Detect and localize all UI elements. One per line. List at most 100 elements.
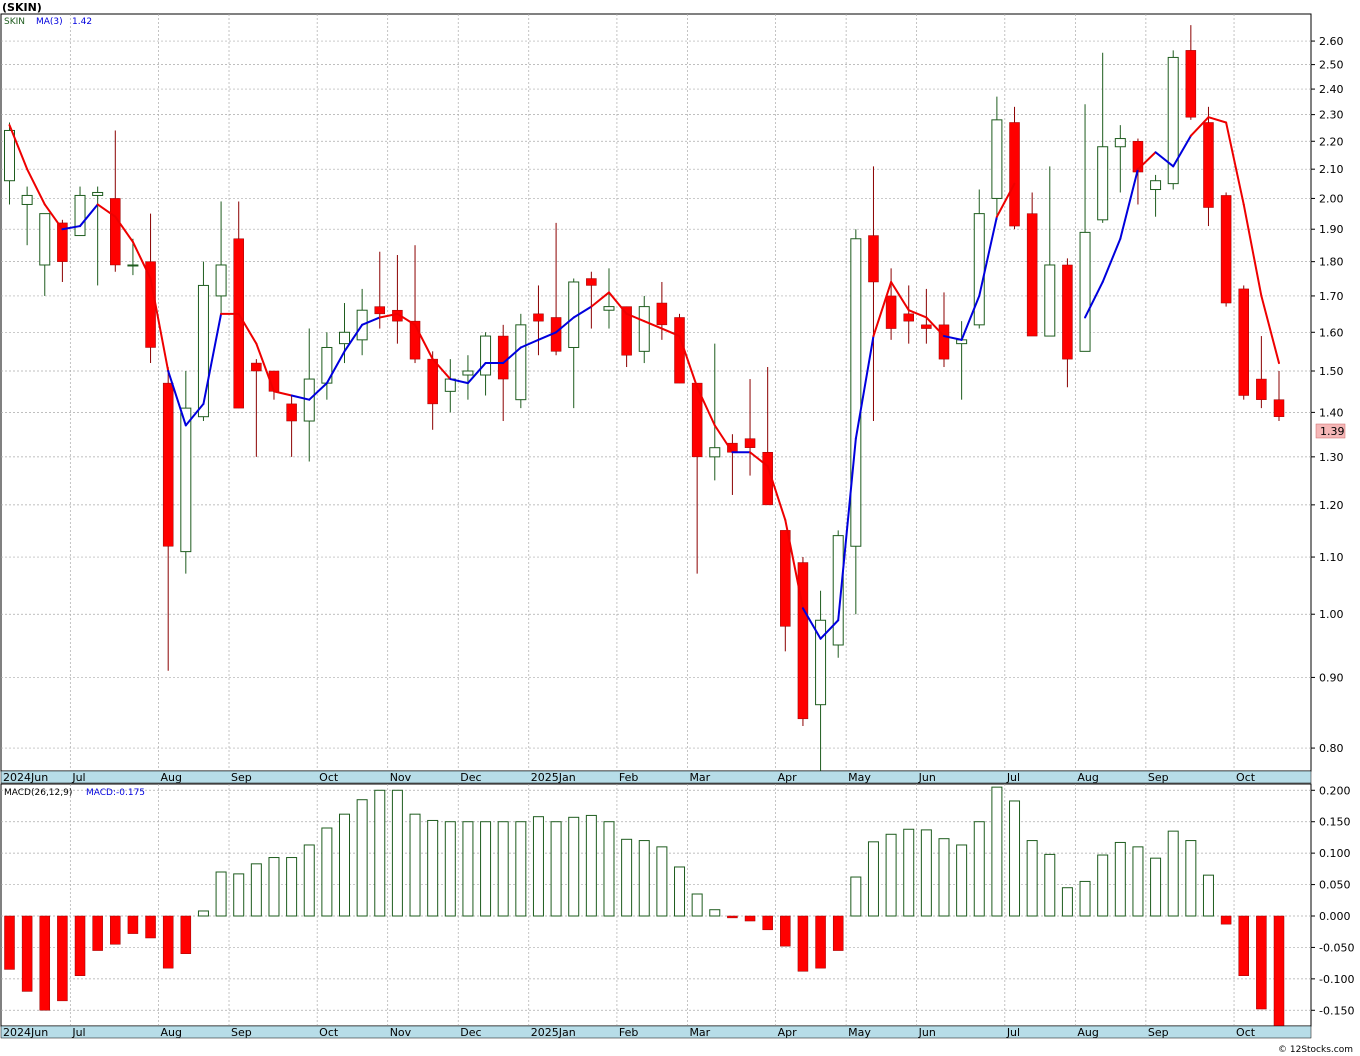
price-ma-line [8,116,1280,640]
candle-body [480,335,492,376]
candle [92,186,104,286]
ma-segment [255,342,275,393]
macd-month-label: Mar [689,1026,710,1039]
candle [462,355,474,400]
price-tick-label: 2.50 [1319,59,1344,72]
candle-body [515,324,527,401]
ma-segment [290,394,311,401]
candle [1026,192,1038,337]
price-tick-label: 0.80 [1319,742,1344,755]
candle [815,590,827,771]
ma-segment [61,225,82,231]
ma-segment [149,277,170,373]
macd-bar [1273,915,1285,1027]
footer-credit: © 12Stocks.com [1278,1045,1353,1055]
ma-segment [872,280,893,338]
macd-bar [74,915,86,976]
macd-bar [1009,800,1021,917]
ma-segment [784,519,804,610]
candle-body [251,362,262,372]
ma-segment [43,203,64,231]
macd-month-label: 2024Jun [3,1026,48,1039]
candle-body [586,278,597,286]
price-legend: SKIN MA(3) 1.42 [4,17,92,27]
candle-body [797,562,809,720]
candle-body [780,530,791,627]
macd-bar [21,915,33,992]
ma-segment [414,323,434,361]
price-month-label: Jul [1006,771,1020,784]
macd-bar [1202,874,1214,917]
last-price-label: 1.39 [1320,425,1345,438]
macd-tick-label: 0.200 [1319,784,1351,797]
ma-segment [96,203,117,218]
macd-bar [1097,854,1109,917]
macd-bar [180,915,192,954]
macd-bar [780,915,791,947]
ma-segment [625,312,646,323]
candle [744,379,756,476]
candle [21,186,33,246]
macd-month-label: Nov [390,1026,412,1039]
candle-body [709,447,721,458]
candle-body [868,235,879,283]
price-month-label: 2024Jun [3,771,48,784]
candle [1167,50,1179,190]
ma-segment [1084,280,1104,319]
ma-segment [1101,237,1122,283]
candle-body [1203,122,1214,208]
candle-body [145,261,156,348]
ma-segment [272,390,293,397]
candle [515,313,527,409]
candle [868,166,879,422]
candle-body [832,535,844,646]
macd-bar [250,863,262,917]
ma-segment [26,168,46,206]
price-tick-label: 2.60 [1319,35,1344,48]
candle-body [691,382,703,458]
price-month-label: Oct [319,771,339,784]
candle [1238,285,1249,400]
macd-bar [832,915,844,951]
macd-bar [215,871,227,917]
candle-body [1273,399,1285,417]
macd-bar [127,915,139,934]
price-tick-label: 2.30 [1319,109,1344,122]
candle [586,271,597,329]
macd-bar [1061,887,1073,917]
candle [409,245,421,364]
candle [832,530,844,658]
candle-body [21,194,33,205]
macd-bar [850,876,862,917]
macd-bar [339,813,351,917]
macd-bar [162,915,174,969]
macd-bar [1256,915,1267,1010]
candle-body [374,306,386,315]
price-month-label: Dec [460,771,481,784]
candle [533,285,544,356]
ma-segment [1189,116,1210,137]
candle [374,251,386,329]
macd-month-label: Aug [1077,1026,1098,1039]
macd-tick-label: 0.050 [1319,879,1351,892]
macd-bar [727,915,738,919]
price-tick-label: 1.70 [1319,290,1344,303]
macd-month-label: Sep [231,1026,252,1039]
ma-segment [1172,134,1192,168]
candle [780,530,791,652]
candle-body [339,331,351,345]
ma-segment [325,350,346,385]
ma-segment [1242,203,1263,297]
candle-body [127,264,139,267]
macd-bar [57,915,68,1002]
macd-bar [39,915,51,1011]
ma-segment [1154,151,1175,168]
macd-bar [356,799,368,917]
candle-body [921,324,932,329]
candle-body [1079,231,1091,352]
ma-segment [431,358,452,381]
macd-bar [268,857,280,917]
price-tick-label: 2.40 [1319,83,1344,96]
ma-segment [837,437,857,622]
candle [74,186,86,237]
